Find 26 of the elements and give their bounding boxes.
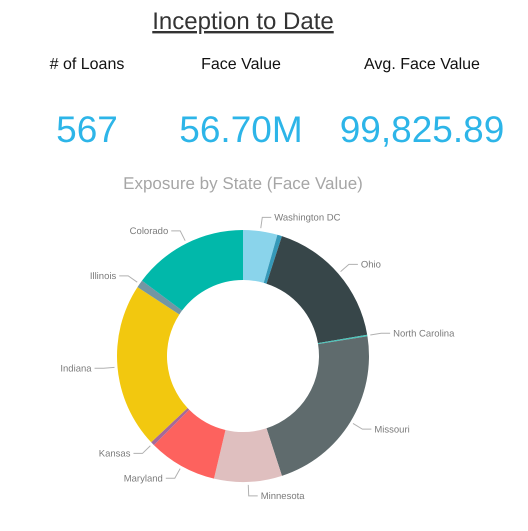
donut-slice [151,408,190,446]
donut-slice [214,428,282,482]
text: Avg. Face Value [364,56,480,73]
donut-slice [243,230,278,283]
slice-label: Minnesota [260,491,306,502]
donut-slice [137,280,182,314]
chart-title: Exposure by State (Face Value) [123,174,363,193]
text: 99,825.89 [340,109,504,150]
slice-label: Ohio [360,260,381,271]
donut-slice [117,287,188,442]
text: 56.70M [179,109,303,150]
slice-label: Washington DC [274,212,341,224]
slice-label: Colorado [130,226,168,238]
donut-slice [318,334,368,344]
slice-label: Illinois [90,271,116,282]
text: 567 [56,109,118,150]
text: # of Loans [50,56,124,73]
text: Inception to Date [152,8,334,35]
slice-label: Missouri [374,424,410,436]
slice-label: North Carolina [393,328,456,340]
slice-label: Kansas [98,448,131,460]
slice-label: Maryland [124,474,163,485]
text: Face Value [201,56,281,73]
donut-slice [264,234,282,284]
donut-slice [266,336,369,476]
slice-label: Indiana [60,364,92,375]
